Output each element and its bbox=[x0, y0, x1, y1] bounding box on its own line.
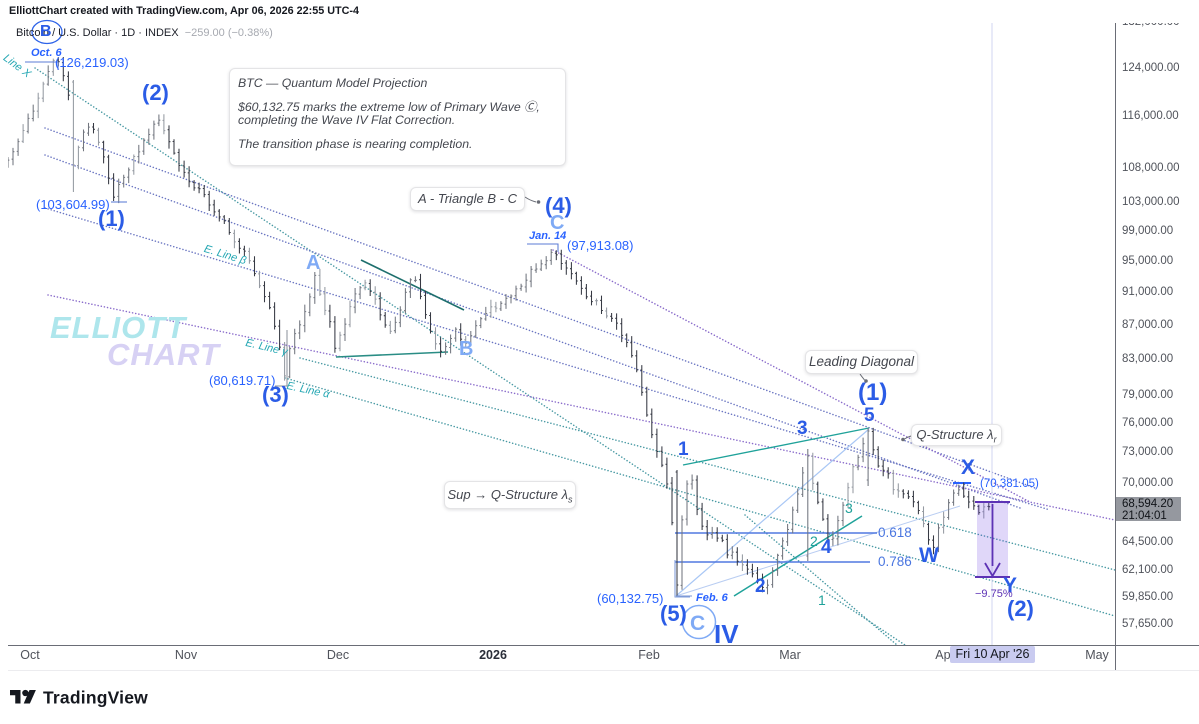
svg-text:TradingView: TradingView bbox=[43, 688, 148, 708]
